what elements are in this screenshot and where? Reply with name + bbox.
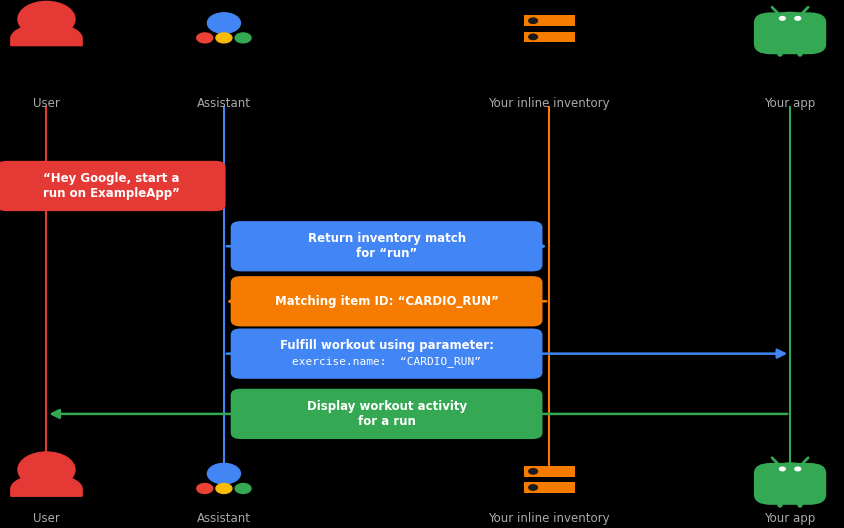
Circle shape [18,452,75,487]
Circle shape [794,467,800,471]
Text: Fulfill workout using parameter:: Fulfill workout using parameter: [279,339,493,352]
Circle shape [207,13,241,33]
Circle shape [528,34,537,40]
FancyBboxPatch shape [230,328,542,379]
FancyBboxPatch shape [230,389,542,439]
Text: Assistant: Assistant [197,97,251,110]
FancyBboxPatch shape [523,482,574,493]
Circle shape [778,467,784,471]
Polygon shape [11,24,82,45]
FancyBboxPatch shape [230,221,542,271]
Circle shape [778,16,784,20]
FancyBboxPatch shape [523,15,574,26]
Text: Display workout activity
for a run: Display workout activity for a run [306,400,466,428]
Circle shape [197,484,213,494]
Circle shape [528,469,537,474]
Text: exercise.name:  “CARDIO_RUN”: exercise.name: “CARDIO_RUN” [292,356,480,367]
Circle shape [18,2,75,37]
FancyBboxPatch shape [523,32,574,42]
Text: User: User [33,512,60,525]
Circle shape [794,16,800,20]
Circle shape [216,484,231,494]
Text: “Hey Google, start a
run on ExampleApp”: “Hey Google, start a run on ExampleApp” [43,172,179,200]
Polygon shape [769,12,809,23]
Circle shape [528,18,537,23]
Text: Return inventory match
for “run”: Return inventory match for “run” [307,232,465,260]
Circle shape [235,484,251,494]
Text: Matching item ID: “CARDIO_RUN”: Matching item ID: “CARDIO_RUN” [274,295,498,308]
Text: Your app: Your app [764,97,814,110]
Text: User: User [33,97,60,110]
Circle shape [207,464,241,484]
FancyBboxPatch shape [523,466,574,477]
Circle shape [528,485,537,490]
Polygon shape [11,474,82,496]
Circle shape [216,33,231,43]
Polygon shape [769,463,809,474]
Circle shape [197,33,213,43]
FancyBboxPatch shape [753,463,825,505]
Text: Your app: Your app [764,512,814,525]
Text: Your inline inventory: Your inline inventory [488,97,609,110]
Text: Your inline inventory: Your inline inventory [488,512,609,525]
FancyBboxPatch shape [753,12,825,54]
FancyBboxPatch shape [230,276,542,326]
FancyBboxPatch shape [0,161,225,211]
Circle shape [235,33,251,43]
Text: Assistant: Assistant [197,512,251,525]
